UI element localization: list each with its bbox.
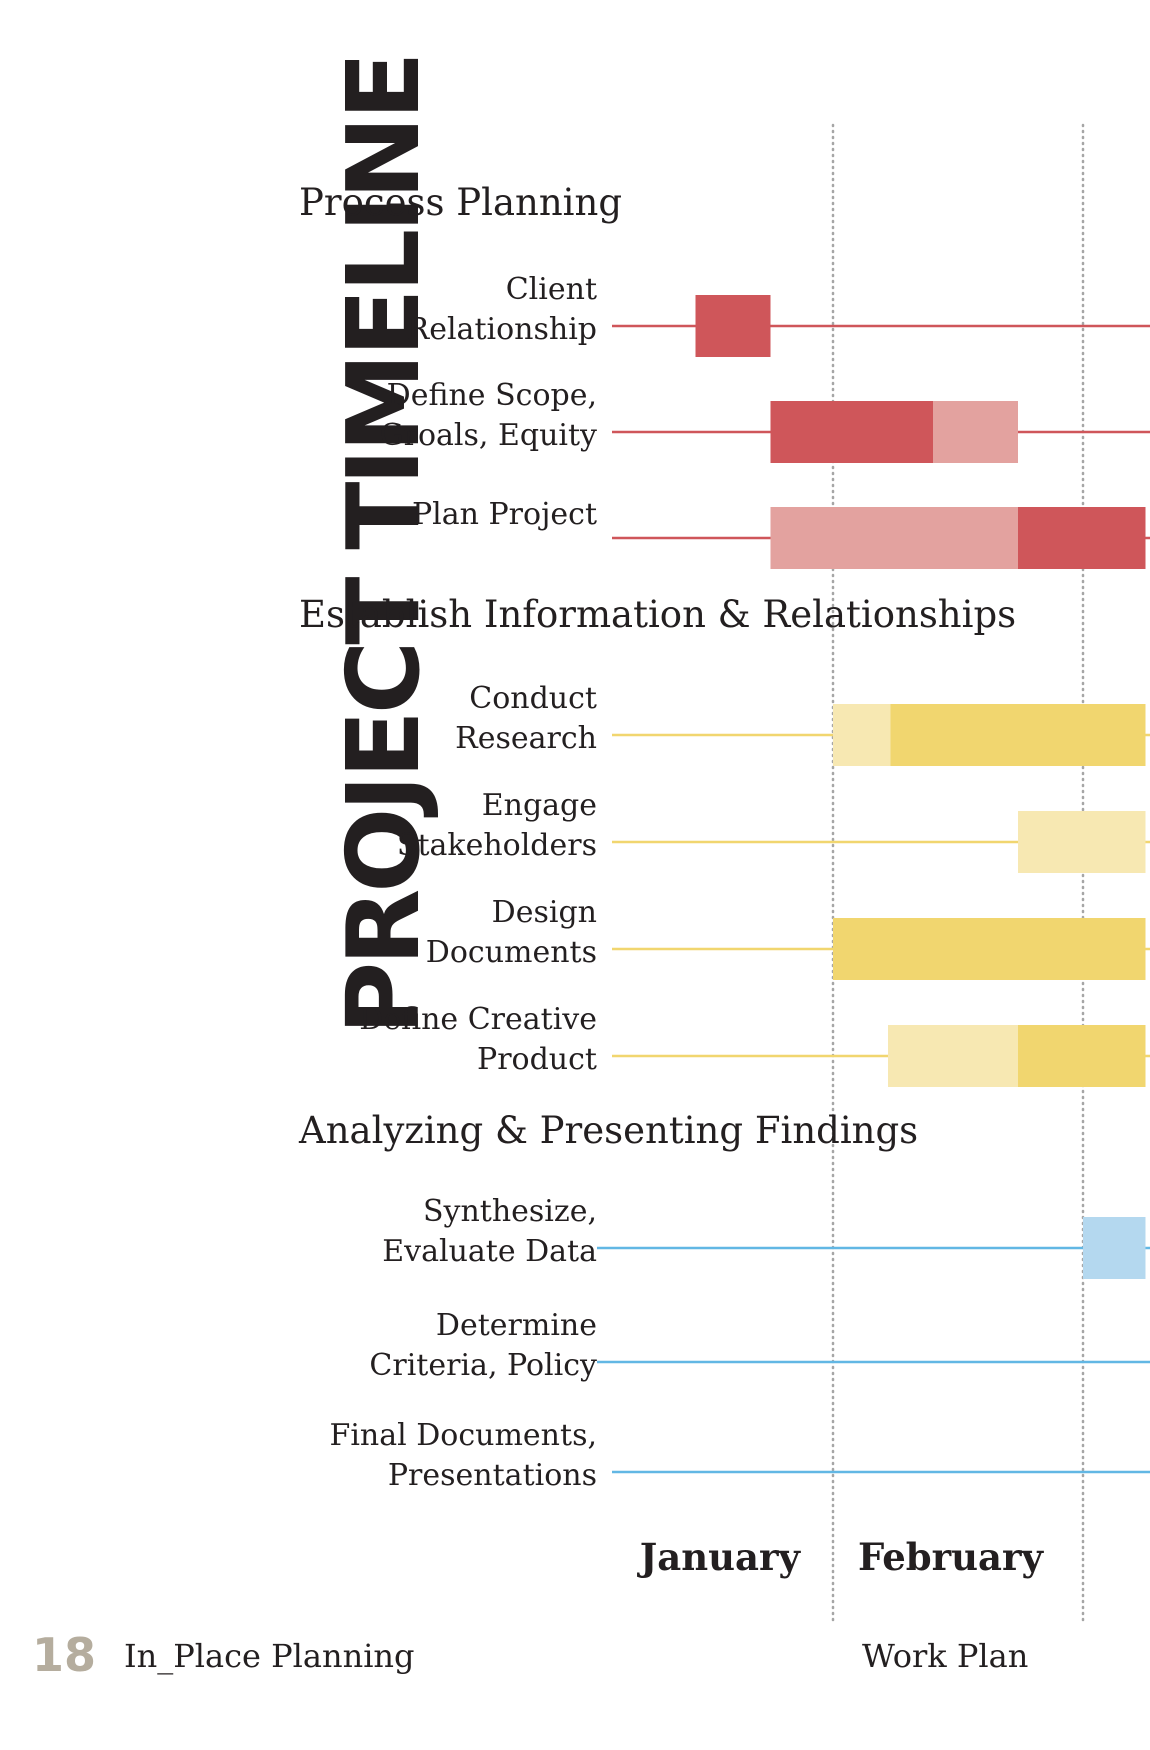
task-bar-segment (1018, 507, 1146, 569)
task-label: Plan Project (412, 497, 597, 532)
task-label: Define Scope, Groals, Equity (380, 378, 597, 453)
task-bar-segment (695, 295, 771, 357)
task-row: Conduct Research (455, 681, 1150, 766)
month-labels: January February (637, 1535, 1045, 1579)
task-label: Define Creative Product (359, 1002, 597, 1077)
task-label-line: Plan Project (412, 497, 597, 532)
task-row: Define Creative Product (359, 1002, 1150, 1087)
task-bar-segment (933, 401, 1018, 463)
footer-section-title: Work Plan (862, 1637, 1029, 1675)
task-label-line: Define Scope, (387, 378, 597, 413)
task-bar-segment (1018, 811, 1146, 873)
task-bar-segment (888, 1025, 1018, 1087)
task-label-line: Presentations (388, 1458, 597, 1493)
task-bar-segment (770, 401, 933, 463)
task-label: Synthesize, Evaluate Data (382, 1194, 597, 1269)
task-rows: Client Relationship Define Scope, Groals, E… (330, 272, 1150, 1493)
task-bar-segment (770, 507, 1018, 569)
task-bar-segment (1018, 1025, 1146, 1087)
task-label: Determine Criteria, Policy (369, 1308, 597, 1383)
task-bar-segment (833, 918, 1146, 980)
task-row: Define Scope, Groals, Equity (380, 378, 1150, 463)
task-label-line: Stakeholders (397, 828, 597, 863)
footer-publication-title: In_Place Planning (124, 1637, 415, 1675)
task-row: Determine Criteria, Policy (369, 1308, 1150, 1383)
task-label-line: Product (477, 1042, 597, 1077)
task-row: Plan Project (412, 497, 1150, 569)
task-label: Design Documents (426, 895, 597, 970)
page-number: 18 (32, 1628, 97, 1682)
task-label: Final Documents, Presentations (330, 1418, 598, 1493)
task-label-line: Design (492, 895, 597, 930)
task-label-line: Engage (482, 788, 597, 823)
task-label-line: Criteria, Policy (369, 1348, 597, 1383)
task-label-line: Final Documents, (330, 1418, 598, 1453)
task-bar-segment (833, 704, 891, 766)
task-row: Client Relationship (407, 272, 1150, 357)
section-titles: Process Planning Establish Information & … (298, 181, 1016, 1152)
section-title: Process Planning (299, 181, 622, 224)
task-label-line: Conduct (469, 681, 597, 716)
section-title: Analyzing & Presenting Findings (298, 1109, 918, 1152)
task-row: Engage Stakeholders (397, 788, 1150, 873)
task-label-line: Research (455, 721, 597, 756)
task-label-line: Documents (426, 935, 597, 970)
task-label: Conduct Research (455, 681, 597, 756)
task-label-line: Groals, Equity (380, 418, 597, 453)
task-row: Synthesize, Evaluate Data (382, 1194, 1150, 1279)
task-row: Final Documents, Presentations (330, 1418, 1150, 1493)
month-label: February (858, 1535, 1045, 1579)
task-label-line: Client (506, 272, 597, 307)
task-bar-segment (1083, 1217, 1146, 1279)
task-label: Client Relationship (407, 272, 597, 347)
task-row: Design Documents (426, 895, 1150, 980)
task-label-line: Synthesize, (423, 1194, 597, 1229)
task-label-line: Determine (436, 1308, 597, 1343)
task-label: Engage Stakeholders (397, 788, 597, 863)
task-bar-segment (890, 704, 1146, 766)
task-label-line: Define Creative (359, 1002, 597, 1037)
task-label-line: Relationship (407, 312, 597, 347)
month-label: January (637, 1535, 802, 1579)
task-label-line: Evaluate Data (382, 1234, 597, 1269)
section-title: Establish Information & Relationships (299, 593, 1016, 636)
